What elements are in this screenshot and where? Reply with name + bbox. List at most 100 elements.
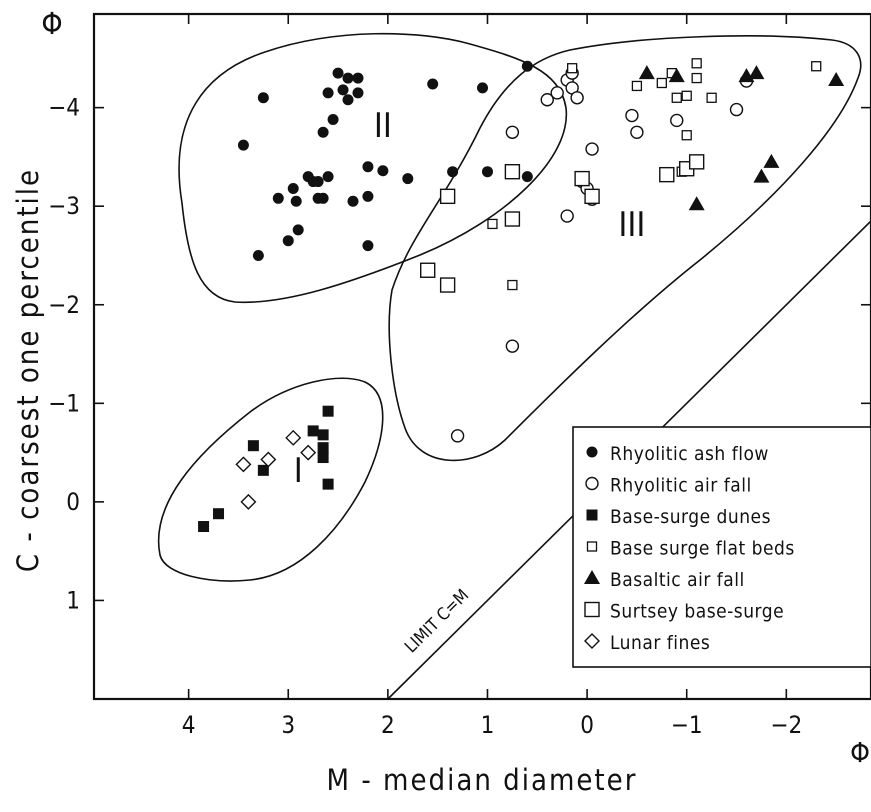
- x-tick-label: 0: [580, 711, 594, 739]
- data-point: [688, 196, 705, 211]
- data-point: [487, 218, 498, 230]
- series-open-square-small: [487, 58, 822, 291]
- data-point: [681, 130, 692, 141]
- legend-marker: [586, 541, 598, 552]
- legend-item: Rhyolitic air fall: [585, 475, 751, 497]
- region-outline-i: [157, 377, 384, 582]
- data-point: [322, 87, 334, 99]
- series-filled-triangle: [638, 65, 845, 211]
- data-point: [688, 154, 705, 170]
- data-point: [691, 72, 702, 84]
- data-point: [347, 195, 359, 207]
- x-tick-label: 3: [281, 711, 295, 739]
- x-axis-title: M - median diameter: [327, 763, 638, 797]
- series-filled-circle: [237, 60, 533, 261]
- data-point: [574, 170, 590, 187]
- data-point: [481, 166, 493, 178]
- data-point: [213, 508, 225, 520]
- data-point: [625, 108, 639, 123]
- data-point: [198, 521, 210, 533]
- data-point: [420, 262, 436, 278]
- data-point: [507, 279, 518, 291]
- data-point: [691, 58, 702, 69]
- data-point: [706, 92, 717, 103]
- legend: Rhyolitic ash flow Rhyolitic air fall Base…: [572, 426, 871, 668]
- data-point: [317, 452, 329, 464]
- data-point: [567, 63, 578, 74]
- data-point: [828, 72, 845, 87]
- legend-label: Basaltic air fall: [610, 569, 745, 591]
- data-point: [317, 192, 329, 204]
- data-point: [540, 93, 554, 107]
- legend-marker: [584, 601, 600, 618]
- series-open-diamond: [235, 429, 317, 510]
- data-point: [257, 464, 269, 476]
- data-point: [504, 163, 521, 180]
- legend-label: Rhyolitic ash flow: [610, 443, 769, 465]
- data-point: [811, 61, 822, 72]
- region-label: III: [618, 205, 645, 245]
- legend-item: Basaltic air fall: [584, 569, 745, 591]
- legend-label: Base-surge dunes: [610, 506, 771, 528]
- data-point: [659, 166, 675, 183]
- data-point: [332, 67, 344, 79]
- data-point: [570, 91, 584, 105]
- legend-item: Rhyolitic ash flow: [586, 443, 769, 465]
- legend-marker: [585, 476, 599, 491]
- data-point: [290, 195, 302, 207]
- data-point: [439, 277, 456, 293]
- legend-label: Base surge flat beds: [610, 538, 795, 560]
- data-point: [671, 92, 682, 103]
- data-point: [521, 60, 533, 72]
- legend-box: [572, 426, 871, 668]
- data-point: [257, 92, 269, 104]
- data-point: [477, 82, 488, 94]
- data-point: [322, 171, 334, 183]
- x-tick-label: −1: [671, 711, 703, 739]
- data-point: [292, 224, 304, 236]
- data-point: [287, 182, 299, 194]
- data-point: [521, 171, 533, 183]
- data-points: [198, 58, 845, 533]
- legend-marker: [586, 446, 598, 458]
- data-point: [282, 235, 294, 247]
- data-point: [317, 442, 329, 454]
- legend-item: Base surge flat beds: [586, 538, 795, 560]
- x-tick-label: 1: [481, 711, 495, 739]
- x-tick-label: 4: [182, 711, 196, 739]
- data-point: [550, 86, 564, 100]
- data-point: [247, 440, 259, 452]
- data-point: [631, 80, 643, 92]
- data-point: [300, 444, 317, 461]
- data-point: [748, 65, 765, 80]
- series-filled-square: [198, 405, 334, 533]
- data-point: [327, 113, 339, 125]
- data-point: [670, 113, 684, 128]
- data-point: [352, 87, 364, 99]
- y-axis-unit-label: Φ: [41, 7, 62, 42]
- legend-marker: [584, 633, 600, 649]
- data-point: [317, 429, 329, 441]
- x-tick-label: −2: [770, 711, 802, 739]
- data-point: [377, 165, 389, 177]
- data-point: [439, 188, 456, 205]
- data-point: [505, 125, 520, 139]
- data-point: [342, 72, 354, 84]
- data-point: [450, 429, 465, 443]
- data-point: [240, 493, 257, 510]
- y-axis-title: C - coarsest one percentile: [11, 168, 45, 572]
- region-label: I: [294, 451, 303, 491]
- region-outline-ii: [178, 32, 568, 304]
- data-point: [560, 209, 574, 223]
- x-tick-label: 2: [381, 711, 395, 739]
- data-point: [504, 211, 521, 227]
- data-point: [585, 142, 599, 156]
- data-point: [272, 192, 284, 204]
- data-point: [638, 65, 655, 80]
- data-point: [668, 68, 685, 83]
- data-point: [656, 77, 667, 89]
- data-point: [342, 94, 354, 106]
